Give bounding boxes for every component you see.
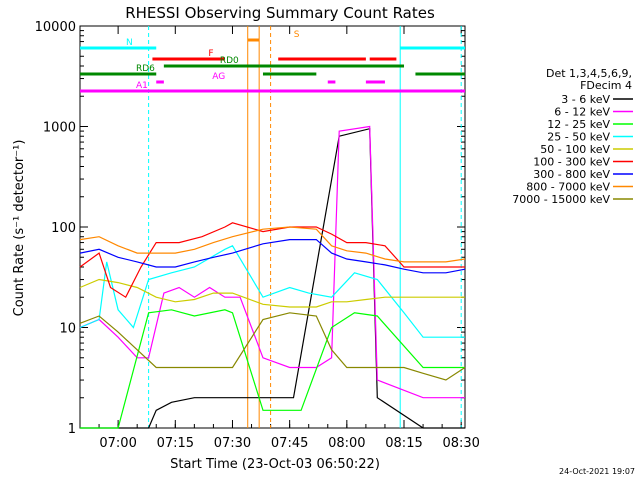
series-line xyxy=(79,312,466,381)
series-line xyxy=(80,127,465,429)
legend-label: 100 - 300 keV xyxy=(533,156,610,169)
legend-label: 3 - 6 keV xyxy=(561,93,610,106)
legend-header-line-1: Det 1,3,4,5,6,9, xyxy=(546,67,632,80)
state-bar-label: F xyxy=(208,49,213,59)
series-line xyxy=(79,278,465,308)
y-tick-label: 1 xyxy=(68,422,76,437)
x-tick-label: 07:15 xyxy=(157,436,194,451)
state-bar-label: RD6 xyxy=(136,64,155,74)
y-tick-label: 10000 xyxy=(35,20,76,35)
y-axis-label: Count Rate (s⁻¹ detector⁻¹) xyxy=(12,140,27,317)
series-line xyxy=(79,222,465,299)
legend-label: 800 - 7000 keV xyxy=(526,181,610,194)
y-tick-label: 10 xyxy=(59,322,76,337)
series-line xyxy=(79,226,466,263)
x-tick-label: 08:30 xyxy=(442,436,479,451)
y-tick-label: 1000 xyxy=(43,121,76,136)
state-bar-label: AG xyxy=(212,72,225,82)
state-bars: N S F RD0 RD6 AG A1 xyxy=(80,30,465,93)
state-bar-label: N xyxy=(126,38,133,48)
state-bar-label: A1 xyxy=(136,81,148,91)
legend-header-line-2: FDecim 4 xyxy=(580,79,632,92)
y-tick-label: 100 xyxy=(51,221,76,236)
legend-label: 25 - 50 keV xyxy=(547,131,610,144)
x-tick-label: 07:30 xyxy=(214,436,251,451)
x-tick-label: 07:00 xyxy=(99,436,136,451)
state-bar-label: S xyxy=(294,30,300,40)
legend-label: 12 - 25 keV xyxy=(547,118,610,131)
series-group xyxy=(79,125,466,429)
series-line xyxy=(80,309,465,429)
legend-label: 50 - 100 keV xyxy=(540,143,610,156)
legend-label: 6 - 12 keV xyxy=(554,106,610,119)
x-tick-label: 08:15 xyxy=(385,436,422,451)
state-bar-label: RD0 xyxy=(220,56,239,66)
legend-label: 300 - 800 keV xyxy=(533,168,610,181)
timestamp: 24-Oct-2021 19:07 xyxy=(559,467,635,476)
x-axis-label: Start Time (23-Oct-03 06:50:22) xyxy=(170,457,380,472)
x-axis: 07:00 07:15 07:30 07:45 08:00 08:15 08:30 xyxy=(79,26,480,451)
chart-title: RHESSI Observing Summary Count Rates xyxy=(125,4,435,22)
x-tick-label: 07:45 xyxy=(271,436,308,451)
series-line xyxy=(79,125,465,399)
series-line xyxy=(79,239,466,274)
series-line xyxy=(79,245,465,338)
x-tick-label: 08:00 xyxy=(328,436,365,451)
legend-label: 7000 - 15000 keV xyxy=(512,193,610,206)
